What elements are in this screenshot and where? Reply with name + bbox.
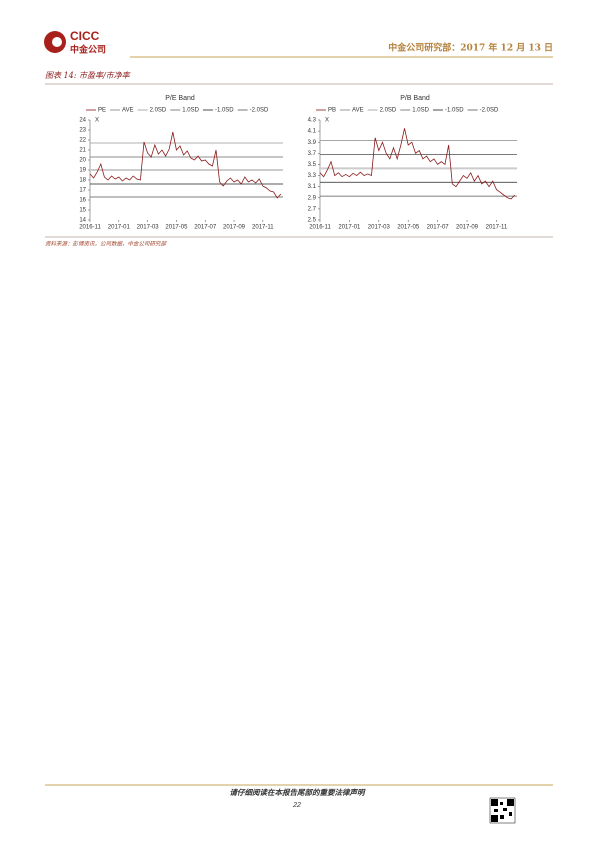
y-tick-label: 24 xyxy=(79,118,86,124)
legend-label: 1.0SD xyxy=(412,108,429,114)
y-tick-label: 2.7 xyxy=(308,206,317,212)
legend-label: AVE xyxy=(122,108,134,114)
y-tick-label: 3.3 xyxy=(308,173,317,179)
page-number: 22 xyxy=(292,802,301,809)
y-tick-label: 19 xyxy=(79,168,86,174)
legend-label: -2.0SD xyxy=(480,108,499,114)
legend-label: 2.0SD xyxy=(380,108,397,114)
x-tick-label: 2017-09 xyxy=(223,225,246,231)
y-tick-label: 4.1 xyxy=(308,129,317,135)
y-axis-label: X xyxy=(325,118,329,124)
legend-label: -1.0SD xyxy=(215,108,234,114)
x-tick-label: 2017-09 xyxy=(456,225,479,231)
y-tick-label: 21 xyxy=(79,148,86,154)
logo-sub: 中金公司 xyxy=(70,44,106,56)
x-tick-label: 2017-07 xyxy=(427,225,450,231)
y-tick-label: 3.5 xyxy=(308,162,317,168)
y-tick-label: 14 xyxy=(79,218,86,224)
x-tick-label: 2017-03 xyxy=(368,225,391,231)
x-tick-label: 2017-01 xyxy=(108,225,131,231)
x-tick-label: 2017-11 xyxy=(252,225,274,231)
x-tick-label: 2017-05 xyxy=(165,225,188,231)
y-tick-label: 20 xyxy=(79,158,86,164)
legend-label: AVE xyxy=(352,108,364,114)
figure-title: 图表 14: 市盈率/市净率 xyxy=(45,71,132,80)
data-line xyxy=(319,128,516,200)
y-tick-label: 3.7 xyxy=(308,151,317,157)
legend-label: -2.0SD xyxy=(250,108,269,114)
x-tick-label: 2017-01 xyxy=(338,225,361,231)
y-tick-label: 4.3 xyxy=(308,118,317,124)
logo-icon-inner xyxy=(52,37,62,47)
y-axis-label: X xyxy=(95,118,99,124)
legend-label: PB xyxy=(328,108,336,114)
qr-code xyxy=(489,797,516,824)
legend-label: -1.0SD xyxy=(445,108,464,114)
footer-notice: 请仔细阅读在本报告尾部的重要法律声明 xyxy=(230,788,366,797)
logo: CICC 中金公司 xyxy=(44,29,106,56)
y-tick-label: 16 xyxy=(79,198,86,204)
y-tick-label: 3.1 xyxy=(308,184,317,190)
logo-text: CICC xyxy=(70,29,100,43)
data-line xyxy=(89,131,282,199)
x-tick-label: 2017-07 xyxy=(194,225,217,231)
y-tick-label: 17 xyxy=(79,188,86,194)
x-tick-label: 2017-03 xyxy=(137,225,160,231)
y-tick-label: 23 xyxy=(79,128,86,134)
y-tick-label: 2.5 xyxy=(308,218,317,224)
y-tick-label: 18 xyxy=(79,178,86,184)
legend-label: 2.0SD xyxy=(150,108,167,114)
x-tick-label: 2017-05 xyxy=(397,225,420,231)
y-tick-label: 15 xyxy=(79,208,86,214)
chart-title: P/B Band xyxy=(400,95,430,102)
y-tick-label: 2.9 xyxy=(308,195,317,201)
x-tick-label: 2016-11 xyxy=(79,225,101,231)
y-tick-label: 22 xyxy=(79,138,86,144)
source-note: 资料来源：彭博资讯，公司数据，中金公司研究部 xyxy=(45,241,168,248)
legend-label: PE xyxy=(98,108,106,114)
legend-label: 1.0SD xyxy=(182,108,199,114)
chart-title: P/E Band xyxy=(165,95,195,102)
x-tick-label: 2017-11 xyxy=(486,225,508,231)
x-tick-label: 2016-11 xyxy=(309,225,331,231)
header-date: 中金公司研究部：2017 年 12 月 13 日 xyxy=(388,42,553,54)
y-tick-label: 3.9 xyxy=(308,140,317,146)
